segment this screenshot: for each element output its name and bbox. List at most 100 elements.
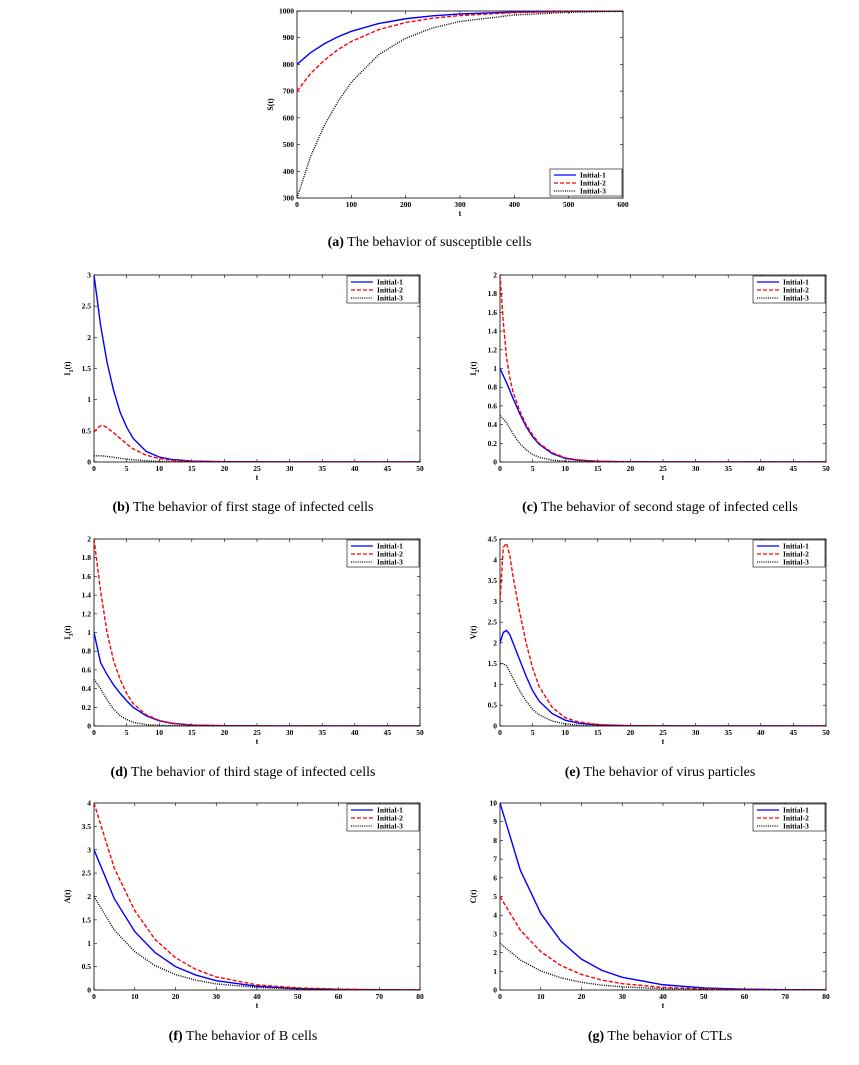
series-line-2	[500, 896, 826, 990]
x-tick-label: 15	[594, 464, 602, 473]
y-tick-label: 1.6	[488, 308, 498, 317]
x-tick-label: 20	[221, 728, 229, 737]
chart-b: 0 5 10 15 20 25 30 35 40 45 50 0 0.5 1 1.5 2 2.5 3 t I1(t) I…	[63, 271, 424, 483]
y-axis-label: V(t)	[469, 625, 478, 639]
x-tick-label: 200	[400, 200, 412, 209]
x-tick-label: 0	[92, 464, 96, 473]
series-line-2	[500, 541, 826, 726]
series-line-2	[94, 803, 420, 990]
legend-label-1: Initial-1	[783, 278, 809, 287]
x-tick-label: 60	[741, 992, 749, 1001]
x-tick-label: 300	[454, 200, 466, 209]
plot-area	[93, 802, 421, 991]
y-tick-label: 300	[283, 194, 295, 203]
legend-label-2: Initial-2	[377, 814, 403, 823]
series-line-2	[500, 275, 826, 462]
y-tick-label: 0.5	[82, 962, 92, 971]
caption-e-text: The behavior of virus particles	[583, 765, 756, 780]
series-line-3	[94, 678, 420, 726]
y-tick-label: 1	[493, 680, 497, 689]
legend-label-1: Initial-1	[377, 542, 403, 551]
caption-a: (a) The behavior of susceptible cells	[0, 235, 859, 251]
legend-label-1: Initial-1	[580, 171, 606, 180]
x-tick-label: 25	[659, 464, 667, 473]
caption-e: (e) The behavior of virus particles	[460, 765, 859, 781]
x-tick-label: 60	[335, 992, 343, 1001]
legend-label-2: Initial-2	[580, 179, 606, 188]
y-tick-label: 600	[283, 113, 295, 122]
caption-a-tag: (a)	[327, 235, 344, 250]
x-tick-label: 20	[221, 464, 229, 473]
y-tick-label: 800	[283, 60, 295, 69]
x-tick-label: 50	[416, 728, 424, 737]
x-tick-label: 0	[92, 728, 96, 737]
x-axis-label: t	[256, 473, 259, 482]
y-tick-label: 0	[493, 722, 497, 731]
x-tick-label: 30	[213, 992, 221, 1001]
legend-label-3: Initial-3	[783, 558, 809, 567]
chart-f: 0 10 20 30 40 50 60 70 80 0 0.5 1 1.5 2 2.5 3 3.5 4 t A(t) I…	[63, 799, 424, 1011]
x-tick-label: 20	[578, 992, 586, 1001]
caption-c-tag: (c)	[522, 500, 538, 515]
y-tick-label: 4.5	[488, 535, 498, 544]
x-tick-label: 40	[757, 464, 765, 473]
x-tick-label: 10	[155, 728, 163, 737]
y-tick-label: 2	[87, 333, 91, 342]
plot-area	[499, 538, 827, 727]
caption-d-text: The behavior of third stage of infected …	[130, 765, 376, 780]
y-tick-label: 1.8	[488, 289, 498, 298]
y-tick-label: 5	[493, 892, 497, 901]
legend-label-3: Initial-3	[783, 294, 809, 303]
plot-area	[93, 274, 421, 463]
x-tick-label: 500	[563, 200, 575, 209]
y-tick-label: 2	[493, 948, 497, 957]
legend-label-2: Initial-2	[783, 814, 809, 823]
y-tick-label: 0.8	[488, 383, 498, 392]
legend-label-3: Initial-3	[377, 822, 403, 831]
x-axis-label: t	[662, 737, 665, 746]
y-tick-label: 4	[493, 555, 497, 564]
y-tick-label: 700	[283, 87, 295, 96]
legend-label-3: Initial-3	[783, 822, 809, 831]
y-tick-label: 3	[493, 597, 497, 606]
x-tick-label: 50	[416, 464, 424, 473]
x-tick-label: 50	[700, 992, 708, 1001]
x-axis-label: t	[256, 1001, 259, 1010]
caption-e-tag: (e)	[564, 765, 581, 780]
y-tick-label: 1	[87, 939, 91, 948]
y-tick-label: 2	[87, 892, 91, 901]
legend-label-3: Initial-3	[377, 558, 403, 567]
y-tick-label: 2	[493, 271, 497, 280]
caption-d: (d) The behavior of third stage of infec…	[0, 765, 486, 781]
y-tick-label: 1.6	[82, 572, 92, 581]
y-tick-label: 0	[493, 986, 497, 995]
x-tick-label: 0	[498, 464, 502, 473]
x-tick-label: 10	[155, 464, 163, 473]
x-tick-label: 45	[790, 728, 798, 737]
legend-label-2: Initial-2	[377, 286, 403, 295]
x-tick-label: 35	[724, 464, 732, 473]
y-tick-label: 1.5	[82, 915, 92, 924]
caption-a-text: The behavior of susceptible cells	[347, 235, 532, 250]
legend-label-2: Initial-2	[783, 286, 809, 295]
legend-label-1: Initial-1	[783, 806, 809, 815]
caption-g-tag: (g)	[587, 1029, 605, 1044]
y-tick-label: 400	[283, 167, 295, 176]
x-tick-label: 30	[692, 464, 700, 473]
x-axis-label: t	[459, 209, 462, 218]
x-tick-label: 50	[294, 992, 302, 1001]
y-tick-label: 4	[87, 799, 91, 808]
x-tick-label: 40	[351, 464, 359, 473]
x-tick-label: 40	[659, 992, 667, 1001]
x-tick-label: 50	[822, 464, 830, 473]
series-line-3	[500, 662, 826, 726]
series-line-2	[94, 539, 420, 726]
y-tick-label: 8	[493, 836, 497, 845]
legend-label-3: Initial-3	[377, 294, 403, 303]
y-tick-label: 7	[493, 855, 497, 864]
y-tick-label: 3	[87, 845, 91, 854]
legend-label-2: Initial-2	[783, 550, 809, 559]
